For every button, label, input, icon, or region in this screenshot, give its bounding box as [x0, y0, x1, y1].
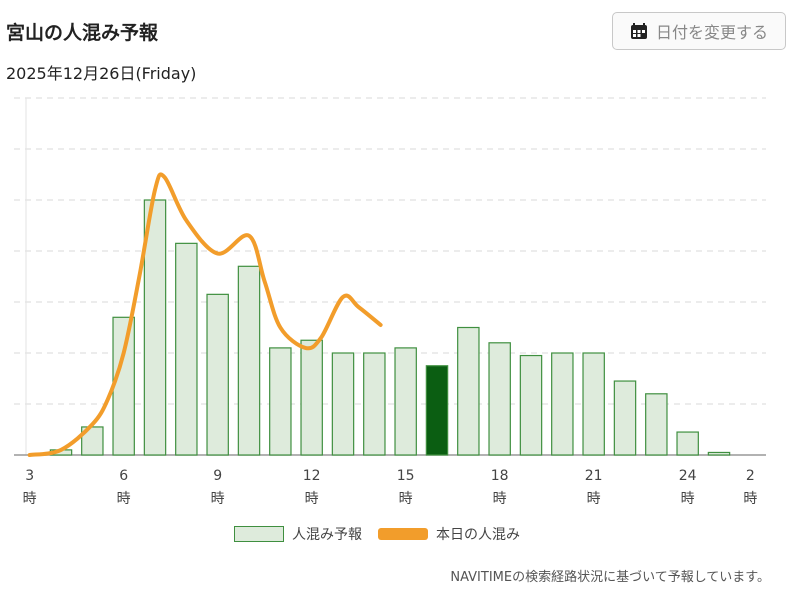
forecast-bar [394, 347, 417, 456]
x-tick-label: 24 [679, 468, 697, 484]
data-source-note: NAVITIMEの検索経路状況に基づいて予報しています。 [450, 570, 770, 585]
x-tick-label: 9 [213, 468, 222, 484]
forecast-bar [613, 380, 637, 456]
chart-legend: 人混み予報 本日の人混み [234, 524, 536, 544]
bar-current-hour [425, 365, 449, 456]
x-tick-unit: 時 [211, 491, 225, 507]
x-tick-unit: 時 [743, 491, 757, 507]
legend-item-forecast: 人混み予報 [234, 524, 362, 544]
x-tick-label: 18 [491, 468, 509, 484]
legend-label-forecast: 人混み予報 [292, 527, 362, 543]
today-crowd-line [27, 172, 383, 457]
change-date-label: 日付を変更する [655, 23, 768, 42]
forecast-bar [363, 352, 386, 456]
forecast-bar [143, 199, 167, 456]
forecast-bar [582, 352, 605, 456]
legend-item-today: 本日の人混み [378, 524, 520, 544]
crowd-forecast-chart: 3 時 6 時 9 時 12 時 15 時 18 時 21 時 24 時 2 時 [14, 97, 766, 507]
forecast-bar [269, 347, 292, 456]
forecast-bar [488, 342, 511, 456]
forecast-bar [676, 431, 699, 456]
x-tick-label: 3 [25, 468, 34, 484]
forecast-bar [551, 352, 574, 456]
x-tick-label: 6 [119, 468, 128, 484]
forecast-bar [457, 326, 480, 456]
forecast-bar [175, 242, 198, 456]
x-tick-unit: 時 [117, 491, 131, 507]
forecast-bar [331, 352, 355, 456]
forecast-bar [300, 339, 323, 456]
page-title: 宮山の人混み予報 [6, 22, 159, 44]
forecast-bar [707, 451, 731, 456]
legend-label-today: 本日の人混み [436, 527, 520, 543]
forecast-bar [645, 393, 668, 456]
legend-swatch-forecast [234, 526, 284, 542]
x-tick-unit: 時 [305, 491, 319, 507]
legend-swatch-today [378, 528, 428, 540]
x-tick-label: 2 [746, 468, 755, 484]
change-date-button[interactable]: 日付を変更する [612, 12, 786, 50]
x-tick-label: 21 [585, 468, 603, 484]
x-tick-unit: 時 [23, 491, 37, 507]
x-tick-unit: 時 [493, 491, 507, 507]
forecast-bar [206, 293, 229, 456]
forecast-bar [519, 354, 543, 456]
x-tick-label: 15 [397, 468, 415, 484]
x-tick-unit: 時 [587, 491, 601, 507]
x-tick-unit: 時 [681, 491, 695, 507]
forecast-bar [112, 316, 135, 456]
forecast-date: 2025年12月26日(Friday) [6, 64, 197, 83]
calendar-icon [630, 22, 648, 40]
x-tick-label: 12 [303, 468, 321, 484]
forecast-bar [237, 265, 261, 456]
x-tick-unit: 時 [399, 491, 413, 507]
